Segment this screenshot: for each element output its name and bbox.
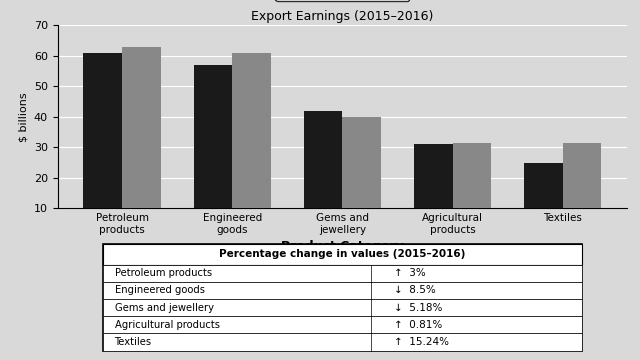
Bar [103, 244, 582, 351]
Text: ↑  0.81%: ↑ 0.81% [394, 320, 442, 330]
Text: Percentage change in values (2015–2016): Percentage change in values (2015–2016) [220, 249, 465, 259]
Bar [304, 111, 342, 239]
Legend: 2015, 2016: 2015, 2016 [275, 0, 410, 1]
Text: ↑  3%: ↑ 3% [394, 268, 426, 278]
Bar [122, 46, 161, 239]
Title: Export Earnings (2015–2016): Export Earnings (2015–2016) [252, 10, 433, 23]
Text: ↓  8.5%: ↓ 8.5% [394, 285, 435, 295]
Text: Engineered goods: Engineered goods [115, 285, 205, 295]
Text: Gems and jewellery: Gems and jewellery [115, 302, 214, 312]
Bar [103, 244, 582, 265]
Bar [103, 299, 582, 316]
Bar [232, 53, 271, 239]
Bar [342, 117, 381, 239]
Bar [103, 265, 582, 282]
Bar [103, 282, 582, 299]
Bar [414, 144, 452, 239]
Bar [103, 333, 582, 351]
Bar [103, 316, 582, 333]
Y-axis label: $ billions: $ billions [18, 92, 28, 141]
Text: Textiles: Textiles [115, 337, 152, 347]
Text: ↓  5.18%: ↓ 5.18% [394, 302, 442, 312]
Text: Petroleum products: Petroleum products [115, 268, 212, 278]
Text: Agricultural products: Agricultural products [115, 320, 220, 330]
X-axis label: Product Category: Product Category [281, 240, 404, 253]
Bar [83, 53, 122, 239]
Bar [452, 143, 491, 239]
Text: ↑  15.24%: ↑ 15.24% [394, 337, 449, 347]
Bar [194, 65, 232, 239]
Bar [563, 143, 602, 239]
Bar [524, 163, 563, 239]
